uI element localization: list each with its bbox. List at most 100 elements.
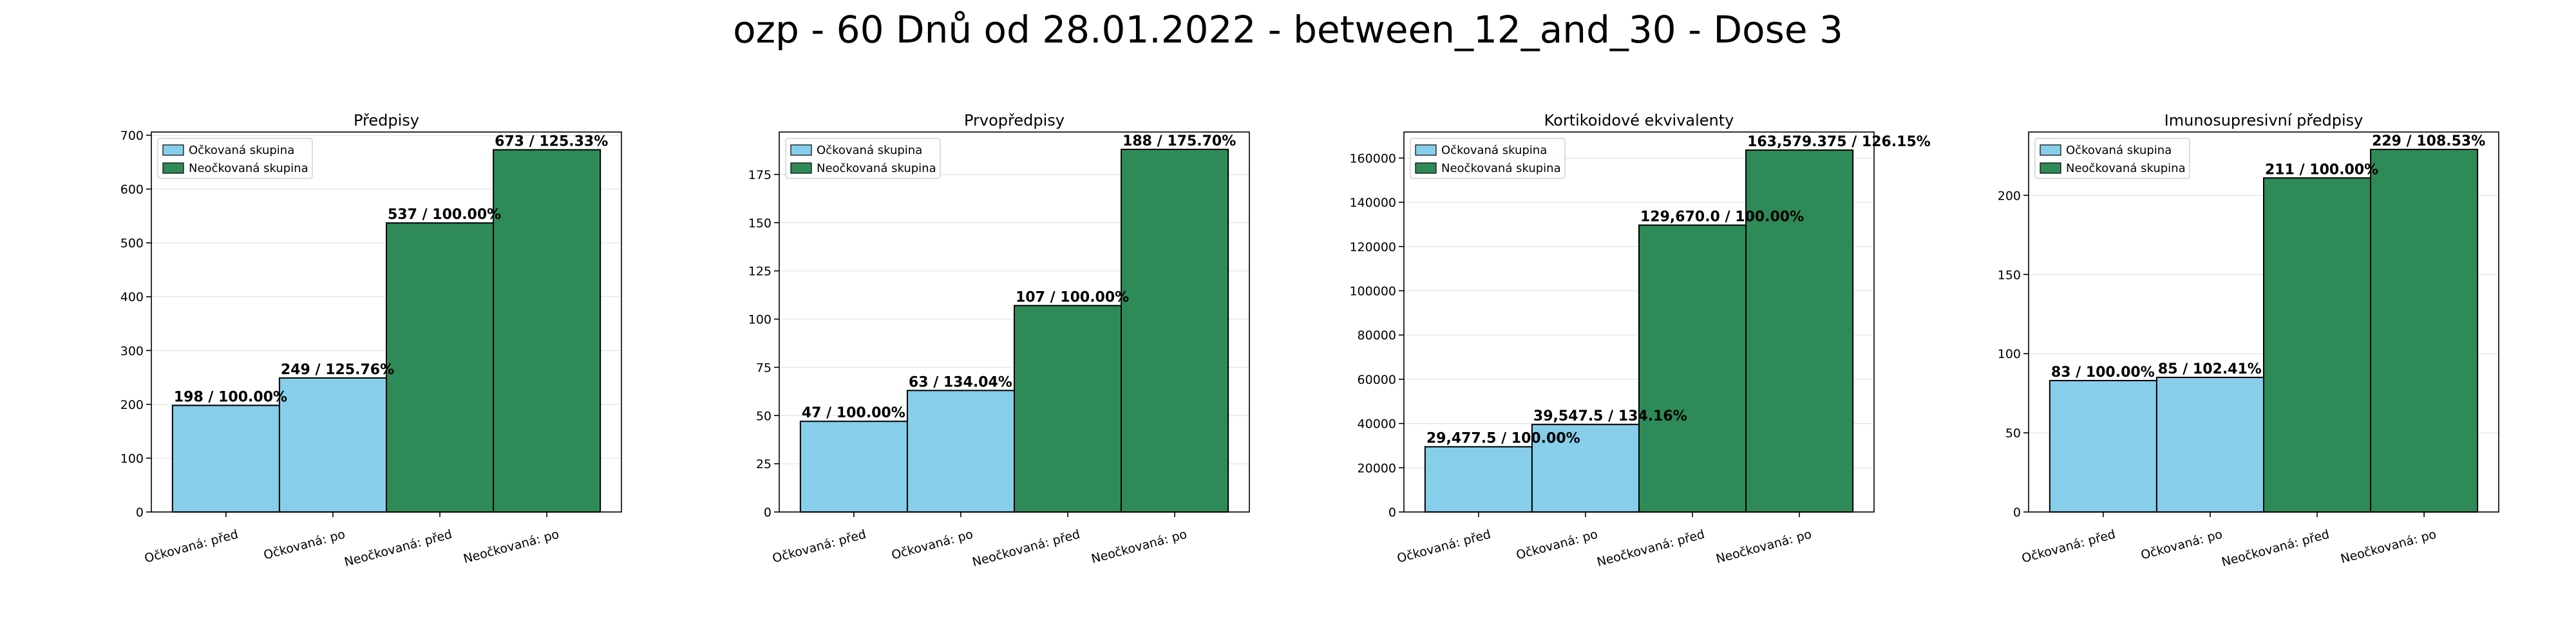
legend: Očkovaná skupina Neočkovaná skupina (1410, 138, 1566, 179)
y-tick-label: 75 (756, 361, 772, 375)
y-tick-label: 100 (748, 313, 772, 327)
legend-swatch-unvaccinated (790, 162, 812, 174)
axes-frame (1403, 131, 1875, 513)
bar-value-label: 229 / 108.53% (2372, 133, 2485, 149)
bar-value-label: 198 / 100.00% (174, 390, 287, 406)
y-tick-label: 400 (120, 290, 144, 305)
x-tick-label: Neočkovaná: před (2220, 527, 2331, 570)
y-tick-label: 150 (748, 216, 772, 231)
x-tick-label: Neočkovaná: před (971, 527, 1081, 570)
y-tick-label: 700 (120, 129, 144, 143)
bar-value-label: 163,579.375 / 126.15% (1747, 134, 1931, 150)
bar (1638, 224, 1747, 513)
bar-value-label: 47 / 100.00% (802, 405, 905, 421)
bar-value-label: 211 / 100.00% (2265, 162, 2378, 178)
bar-value-label: 83 / 100.00% (2051, 365, 2155, 381)
y-tick-label: 25 (756, 457, 772, 471)
x-tick-label: Očkovaná: před (1396, 527, 1492, 566)
bar (1014, 305, 1122, 513)
legend-swatch-unvaccinated (1415, 162, 1437, 174)
legend-swatch-vaccinated (1415, 144, 1437, 156)
y-tick-label: 0 (1388, 506, 1396, 520)
legend-entry-unvaccinated: Neočkovaná skupina (817, 162, 936, 175)
y-tick-label: 100 (120, 451, 144, 466)
legend-box (2034, 138, 2190, 179)
bar (906, 390, 1015, 513)
chart-title: Kortikoidové ekvivalenty (1544, 111, 1734, 129)
bar (1745, 149, 1854, 513)
axes-frame (779, 131, 1250, 513)
y-tick-label: 0 (136, 506, 144, 520)
bar (2370, 149, 2479, 513)
axes-frame (151, 131, 622, 513)
bar (1424, 446, 1533, 513)
bar (799, 421, 908, 513)
bar (386, 222, 495, 513)
bar (2049, 379, 2157, 513)
legend-swatch-unvaccinated (2040, 162, 2061, 174)
y-tick-label: 50 (756, 409, 772, 423)
x-tick-label: Neočkovaná: před (1595, 527, 1706, 570)
legend-entry-vaccinated: Očkovaná skupina (189, 144, 294, 157)
y-tick-label: 120000 (1349, 240, 1396, 254)
y-tick-label: 60000 (1358, 373, 1396, 387)
y-tick-label: 100000 (1349, 284, 1396, 298)
bar (171, 404, 280, 513)
x-tick-label: Neočkovaná: po (2339, 527, 2438, 567)
legend-swatch-unvaccinated (162, 162, 184, 174)
bar-value-label: 188 / 175.70% (1122, 133, 1236, 149)
axes-frame (2028, 131, 2499, 513)
bar-value-label: 249 / 125.76% (281, 362, 394, 378)
y-tick-label: 200 (120, 398, 144, 412)
chart-kortikoidove-ekvivalenty: 29,477.5 / 100.00% 39,547.5 / 134.16% 129,… (1349, 111, 1931, 570)
y-tick-label: 0 (764, 506, 772, 520)
bar-value-label: 129,670.0 / 100.00% (1640, 209, 1804, 225)
x-tick-label: Očkovaná: po (262, 527, 346, 563)
bar (1121, 148, 1229, 513)
bar (493, 149, 601, 513)
y-tick-label: 20000 (1358, 461, 1396, 475)
y-tick-label: 125 (748, 265, 772, 279)
legend-entry-unvaccinated: Neočkovaná skupina (189, 162, 308, 175)
legend-swatch-vaccinated (790, 144, 812, 156)
chart-title: Prvopředpisy (964, 111, 1065, 129)
y-tick-label: 40000 (1358, 417, 1396, 431)
x-tick-label: Očkovaná: po (1515, 527, 1599, 563)
legend-entry-unvaccinated: Neočkovaná skupina (1441, 162, 1561, 175)
bar-value-label: 85 / 102.41% (2158, 361, 2262, 377)
bar-value-label: 39,547.5 / 134.16% (1533, 408, 1687, 424)
y-tick-label: 80000 (1358, 328, 1396, 343)
y-tick-label: 100 (1998, 347, 2021, 361)
chart-predpisy: 198 / 100.00% 249 / 125.76% 537 / 100.00% 6… (120, 111, 622, 570)
x-tick-label: Neočkovaná: před (343, 527, 453, 570)
bar-value-label: 537 / 100.00% (388, 207, 501, 223)
legend-box (157, 138, 313, 179)
legend: Očkovaná skupina Neočkovaná skupina (157, 138, 313, 179)
legend: Očkovaná skupina Neočkovaná skupina (2034, 138, 2190, 179)
x-tick-label: Očkovaná: před (2020, 527, 2117, 566)
bar (278, 377, 387, 513)
bar (2155, 377, 2264, 513)
bar-value-label: 29,477.5 / 100.00% (1426, 431, 1580, 447)
bar-value-label: 673 / 125.33% (495, 134, 608, 150)
chart-imunosupresivni-predpisy: 83 / 100.00% 85 / 102.41% 211 / 100.00% 229… (1998, 111, 2499, 570)
y-tick-label: 500 (120, 236, 144, 251)
y-tick-label: 200 (1998, 189, 2021, 203)
bar-value-label: 63 / 134.04% (909, 374, 1012, 390)
y-tick-label: 50 (2005, 426, 2021, 440)
legend-entry-vaccinated: Očkovaná skupina (1441, 144, 1547, 157)
figure-title: ozp - 60 Dnů od 28.01.2022 - between_12_… (733, 8, 1843, 52)
y-tick-label: 0 (2013, 506, 2021, 520)
x-tick-label: Očkovaná: po (890, 527, 974, 563)
y-tick-label: 300 (120, 344, 144, 358)
x-tick-label: Očkovaná: před (143, 527, 240, 566)
x-tick-label: Neočkovaná: po (1090, 527, 1188, 567)
legend-box (785, 138, 941, 179)
legend-box (1410, 138, 1566, 179)
y-tick-label: 140000 (1349, 196, 1396, 210)
chart-title: Imunosupresivní předpisy (2164, 111, 2363, 129)
y-tick-label: 600 (120, 183, 144, 197)
legend-swatch-vaccinated (2040, 144, 2061, 156)
bar-value-label: 107 / 100.00% (1016, 290, 1129, 306)
y-tick-label: 160000 (1349, 151, 1396, 166)
